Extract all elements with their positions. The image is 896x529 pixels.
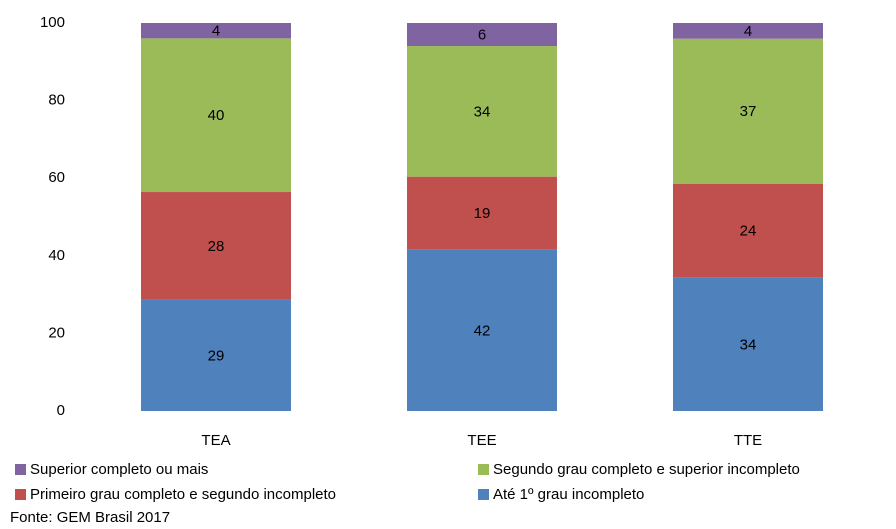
value-label: 6 xyxy=(478,26,486,43)
x-tick-label: TEA xyxy=(201,432,230,449)
y-tick-label: 20 xyxy=(48,324,65,341)
legend-swatch xyxy=(15,464,26,475)
bar-segment xyxy=(141,299,291,411)
bar-segment xyxy=(407,23,557,47)
legend-label: Primeiro grau completo e segundo incompl… xyxy=(30,486,336,503)
legend-label: Superior completo ou mais xyxy=(30,461,208,478)
bar-segment xyxy=(673,277,823,411)
bar-segment xyxy=(407,249,557,411)
legend-swatch xyxy=(15,489,26,500)
value-label: 19 xyxy=(474,205,491,222)
value-label: 4 xyxy=(212,23,220,40)
x-tick-label: TTE xyxy=(734,432,762,449)
value-label: 42 xyxy=(474,322,491,339)
value-label: 34 xyxy=(474,103,491,120)
legend-swatch xyxy=(478,489,489,500)
legend-swatch xyxy=(478,464,489,475)
bar-segment xyxy=(141,192,291,300)
bar-segment xyxy=(673,38,823,184)
value-label: 29 xyxy=(208,347,225,364)
y-tick-label: 100 xyxy=(40,14,65,31)
bar-segment xyxy=(141,23,291,39)
bar-segment xyxy=(673,183,823,278)
legend-label: Segundo grau completo e superior incompl… xyxy=(493,461,800,478)
x-tick-label: TEE xyxy=(467,432,496,449)
y-tick-label: 80 xyxy=(48,92,65,109)
bar-segment xyxy=(407,46,557,177)
value-label: 28 xyxy=(208,238,225,255)
value-label: 24 xyxy=(740,223,757,240)
value-label: 34 xyxy=(740,336,757,353)
y-tick-label: 0 xyxy=(57,402,65,419)
value-label: 4 xyxy=(744,23,752,40)
y-tick-label: 60 xyxy=(48,169,65,186)
value-label: 37 xyxy=(740,103,757,120)
bar-segment xyxy=(673,23,823,39)
bar-segment xyxy=(141,38,291,193)
bar-segment xyxy=(407,176,557,250)
source: Fonte: GEM Brasil 2017 xyxy=(10,509,170,526)
value-label: 40 xyxy=(208,107,225,124)
y-tick-label: 40 xyxy=(48,247,65,264)
legend-label: Até 1º grau incompleto xyxy=(493,486,644,503)
